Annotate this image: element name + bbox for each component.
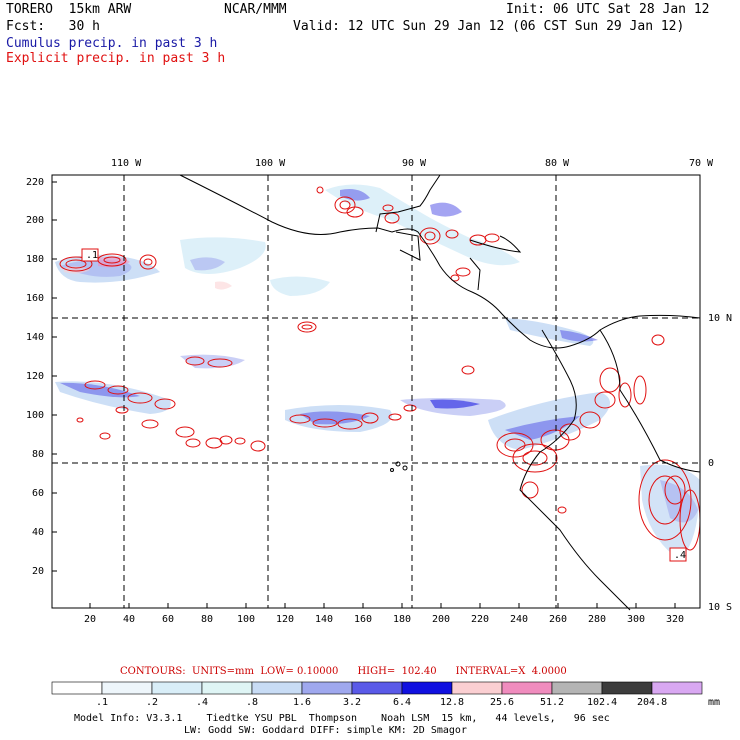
y-tick: 180: [26, 254, 45, 265]
colorbar-cell: [601, 681, 653, 695]
x-tick: 240: [510, 614, 529, 625]
colorbar-label: .2: [146, 697, 159, 708]
axis-ticks: [52, 181, 676, 608]
model-info: Model Info: V3.3.1 Tiedtke YSU PBL Thomp…: [74, 713, 610, 724]
lat-label-10s: 10 S: [708, 602, 733, 613]
colorbar-cell: [351, 681, 403, 695]
colorbar-cell: [401, 681, 453, 695]
lat-label-0: 0: [708, 458, 715, 469]
x-tick: 40: [123, 614, 136, 625]
x-tick: 100: [237, 614, 256, 625]
grid-lines: [52, 175, 700, 608]
colorbar-label: 25.6: [490, 697, 515, 708]
colorbar-label: .1: [96, 697, 109, 708]
colorbar-cell: [101, 681, 153, 695]
precip-fill-cumulus: [55, 184, 700, 560]
organization: NCAR/MMM: [224, 2, 287, 17]
x-tick: 300: [627, 614, 646, 625]
x-tick: 200: [432, 614, 451, 625]
x-tick: 280: [588, 614, 607, 625]
colorbar-label: .8: [246, 697, 259, 708]
y-tick: 140: [26, 332, 45, 343]
colorbar-label: 3.2: [343, 697, 362, 708]
x-tick: 220: [471, 614, 490, 625]
x-tick: 80: [201, 614, 214, 625]
contour-label-low: .1: [86, 250, 99, 261]
model-title: TORERO 15km ARW: [6, 2, 132, 17]
y-tick: 20: [32, 566, 45, 577]
colorbar-cell: [51, 681, 103, 695]
x-tick: 160: [354, 614, 373, 625]
x-tick: 140: [315, 614, 334, 625]
x-tick: 180: [393, 614, 412, 625]
x-tick: 260: [549, 614, 568, 625]
colorbar-label: 204.8: [637, 697, 668, 708]
valid-time: Valid: 12 UTC Sun 29 Jan 12 (06 CST Sun …: [293, 19, 685, 34]
colorbar-label: 1.6: [293, 697, 312, 708]
colorbar-cell: [301, 681, 353, 695]
forecast-hour: Fcst: 30 h: [6, 19, 100, 34]
colorbar-cell: [501, 681, 553, 695]
contour-info: CONTOURS: UNITS=mm LOW= 0.10000 HIGH= 10…: [120, 666, 567, 677]
colorbar-cell: [251, 681, 303, 695]
init-time: Init: 06 UTC Sat 28 Jan 12: [506, 2, 710, 17]
y-tick: 200: [26, 215, 45, 226]
lon-label-80w: 80 W: [545, 158, 570, 169]
lon-label-70w: 70 W: [689, 158, 714, 169]
y-tick: 220: [26, 177, 45, 188]
colorbar-cell: [651, 681, 703, 695]
map-frame: [51, 174, 701, 609]
y-tick: 100: [26, 410, 45, 421]
colorbar-label: 12.8: [440, 697, 465, 708]
y-tick: 40: [32, 527, 45, 538]
y-tick: 160: [26, 293, 45, 304]
colorbar-label: 6.4: [393, 697, 412, 708]
y-tick: 120: [26, 371, 45, 382]
colorbar-cell: [451, 681, 503, 695]
contour-label-high: .4: [674, 550, 687, 561]
precip-contours-explicit: [59, 186, 701, 551]
x-tick: 120: [276, 614, 295, 625]
field-explicit-label: Explicit precip. in past 3 h: [6, 51, 226, 66]
lon-label-110w: 110 W: [111, 158, 142, 169]
x-tick: 60: [162, 614, 175, 625]
y-tick: 60: [32, 488, 45, 499]
colorbar-cell: [551, 681, 603, 695]
colorbar-unit: mm: [708, 697, 721, 708]
field-cumulus-label: Cumulus precip. in past 3 h: [6, 36, 218, 51]
colorbar-cell: [201, 681, 253, 695]
y-tick: 80: [32, 449, 45, 460]
x-tick: 320: [666, 614, 685, 625]
colorbar-label: .4: [196, 697, 209, 708]
colorbar-label: 51.2: [540, 697, 565, 708]
lon-label-100w: 100 W: [255, 158, 286, 169]
lat-label-10n: 10 N: [708, 313, 733, 324]
coastlines: [179, 174, 701, 611]
colorbar-cell: [151, 681, 203, 695]
x-tick: 20: [84, 614, 97, 625]
colorbar-label: 102.4: [587, 697, 618, 708]
lon-label-90w: 90 W: [402, 158, 427, 169]
model-physics: LW: Godd SW: Goddard DIFF: simple KM: 2D…: [184, 725, 467, 736]
